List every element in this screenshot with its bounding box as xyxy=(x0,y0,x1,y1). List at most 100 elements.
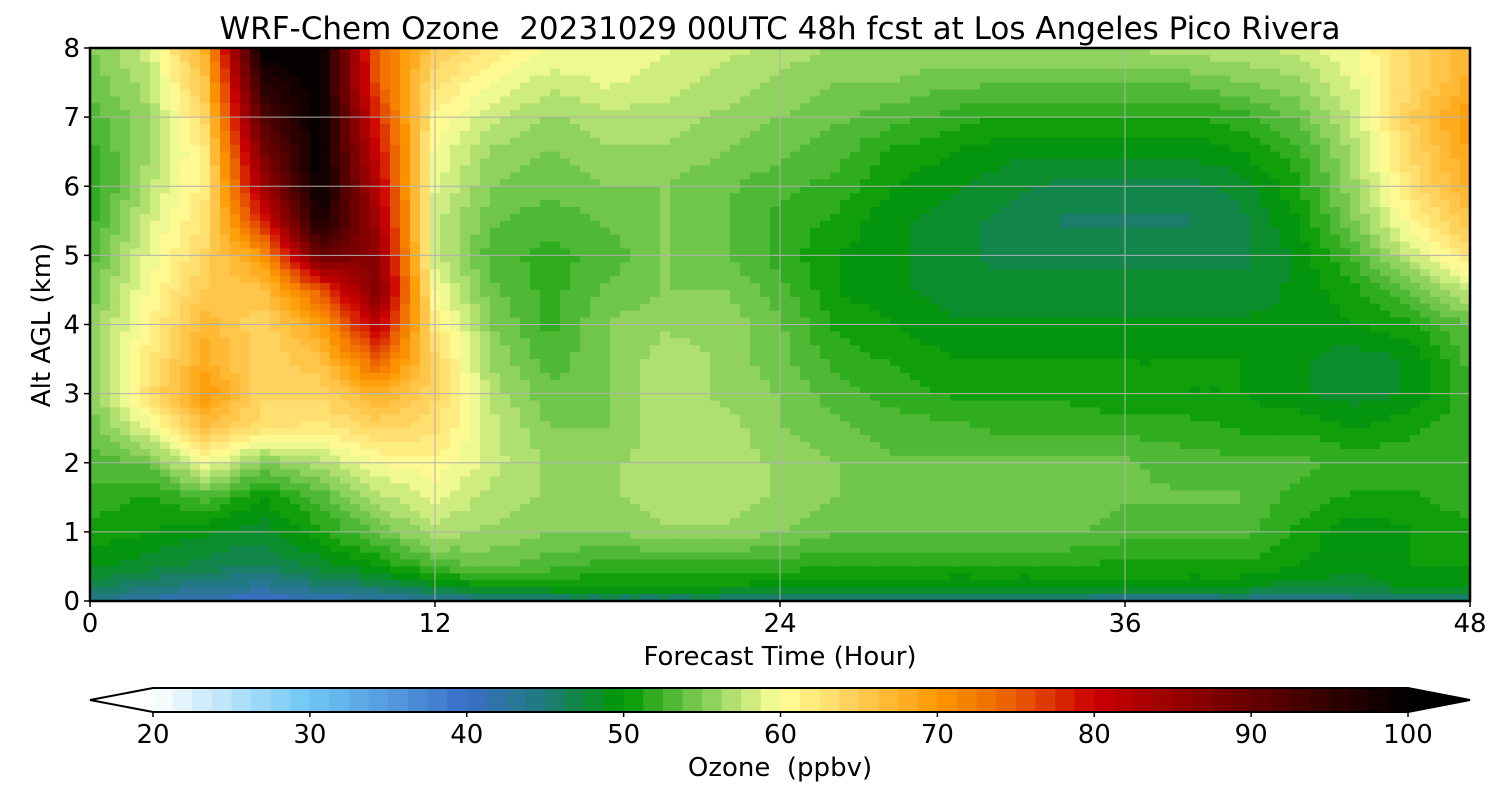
heat-cell xyxy=(680,193,691,201)
heat-cell xyxy=(780,269,791,277)
heat-cell xyxy=(240,234,251,243)
heat-cell xyxy=(1110,248,1121,256)
heat-cell xyxy=(670,137,681,146)
heat-cell xyxy=(1380,220,1391,229)
heat-cell xyxy=(1370,179,1381,187)
heat-cell xyxy=(720,165,731,174)
heat-cell xyxy=(1010,103,1021,111)
heat-cell xyxy=(820,172,831,180)
heat-cell xyxy=(820,276,831,284)
heat-cell xyxy=(170,289,181,298)
heat-cell xyxy=(1240,206,1251,215)
heat-cell xyxy=(1400,96,1411,104)
heat-cell xyxy=(900,283,911,291)
heat-cell xyxy=(660,283,671,291)
heat-cell xyxy=(1310,103,1321,111)
heat-cell xyxy=(740,137,751,146)
heat-cell xyxy=(680,289,691,298)
heat-cell xyxy=(310,234,321,243)
heat-cell xyxy=(1110,241,1121,250)
heat-cell xyxy=(1440,165,1451,174)
heat-cell xyxy=(550,137,561,146)
heat-cell xyxy=(820,206,831,215)
heat-cell xyxy=(420,124,431,132)
heat-cell xyxy=(1040,289,1051,298)
heat-cell xyxy=(1350,234,1361,243)
heat-cell xyxy=(1320,220,1331,229)
heat-cell xyxy=(1370,276,1381,284)
heat-cell xyxy=(170,89,181,97)
heat-cell xyxy=(1260,89,1271,97)
heat-cell xyxy=(290,54,301,63)
heat-cell xyxy=(160,137,171,146)
heat-cell xyxy=(1080,234,1091,243)
heat-cell xyxy=(1350,165,1361,174)
heat-cell xyxy=(570,75,581,84)
heat-cell xyxy=(1260,241,1271,250)
heat-cell xyxy=(380,75,391,84)
heat-cell xyxy=(1000,283,1011,291)
heat-cell xyxy=(990,48,1001,56)
heat-cell xyxy=(940,117,951,125)
heat-cell xyxy=(550,193,561,201)
heat-cell xyxy=(1170,158,1181,167)
heat-cell xyxy=(560,227,571,236)
heat-cell xyxy=(750,248,761,256)
heat-cell xyxy=(260,193,271,201)
heat-cell xyxy=(700,234,711,243)
heat-cell xyxy=(1320,255,1331,263)
heat-cell xyxy=(1020,276,1031,284)
heat-cell xyxy=(920,289,931,298)
heat-cell xyxy=(340,206,351,215)
heat-cell xyxy=(1160,220,1171,229)
heat-cell xyxy=(300,193,311,201)
heat-cell xyxy=(1390,158,1401,167)
heat-cell xyxy=(250,269,261,277)
heat-cell xyxy=(340,61,351,70)
heat-cell xyxy=(850,144,861,153)
heat-cell xyxy=(1280,213,1291,222)
heat-cell xyxy=(960,137,971,146)
heat-cell xyxy=(1220,269,1231,277)
heat-cell xyxy=(470,276,481,284)
heat-cell xyxy=(190,151,201,160)
heat-cell xyxy=(280,48,291,56)
heat-cell xyxy=(920,103,931,111)
heat-cell xyxy=(730,289,741,298)
heat-cell xyxy=(530,283,541,291)
heat-cell xyxy=(460,82,471,91)
heat-cell xyxy=(600,283,611,291)
heat-cell xyxy=(520,158,531,167)
heat-cell xyxy=(450,54,461,63)
heat-cell xyxy=(360,200,371,208)
heat-cell xyxy=(960,54,971,63)
heat-cell xyxy=(970,54,981,63)
heat-cell xyxy=(980,82,991,91)
heat-cell xyxy=(490,137,501,146)
heat-cell xyxy=(550,220,561,229)
heat-cell xyxy=(1400,213,1411,222)
heat-cell xyxy=(670,227,681,236)
heat-cell xyxy=(990,241,1001,250)
heat-cell xyxy=(960,234,971,243)
heat-cell xyxy=(1300,200,1311,208)
heat-cell xyxy=(1050,172,1061,180)
heat-cell xyxy=(1250,137,1261,146)
heat-cell xyxy=(1280,82,1291,91)
heat-cell xyxy=(770,255,781,263)
heat-cell xyxy=(780,220,791,229)
heat-cell xyxy=(1070,241,1081,250)
heat-cell xyxy=(760,68,771,77)
heat-cell xyxy=(750,255,761,263)
heat-cell xyxy=(1350,193,1361,201)
heat-cell xyxy=(1310,289,1321,298)
heat-cell xyxy=(1270,213,1281,222)
heat-cell xyxy=(760,124,771,132)
heat-cell xyxy=(510,283,521,291)
heat-cell xyxy=(790,262,801,270)
heat-cell xyxy=(840,158,851,167)
heat-cell xyxy=(660,206,671,215)
heat-cell xyxy=(780,255,791,263)
heat-cell xyxy=(550,234,561,243)
heat-cell xyxy=(1040,75,1051,84)
